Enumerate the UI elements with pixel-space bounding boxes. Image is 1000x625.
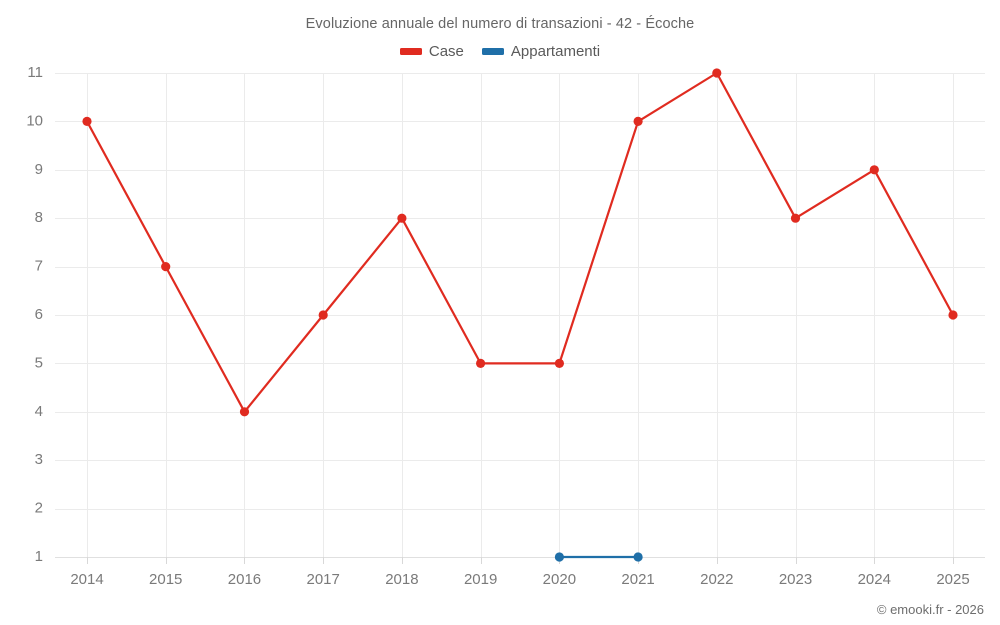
x-axis-tick-label: 2019 [464, 571, 497, 588]
data-point-case[interactable] [948, 310, 958, 320]
x-axis-tick-label: 2017 [306, 571, 339, 588]
chart-credit: © emooki.fr - 2026 [876, 602, 984, 617]
y-axis-tick-label: 9 [35, 161, 43, 178]
chart-legend: Case Appartamenti [0, 43, 1000, 60]
data-point-appartamenti[interactable] [554, 552, 565, 562]
x-axis-tick-label: 2016 [228, 571, 261, 588]
chart-title: Evoluzione annuale del numero di transaz… [305, 16, 695, 32]
data-point-case[interactable] [318, 310, 328, 320]
x-axis-tick-label: 2015 [149, 571, 182, 588]
x-axis-tick-label: 2023 [779, 571, 812, 588]
legend-item-case[interactable]: Case [399, 43, 464, 60]
data-point-case[interactable] [476, 358, 486, 368]
legend-swatch-case [399, 48, 422, 55]
x-axis-tick-label: 2021 [621, 571, 654, 588]
data-point-case[interactable] [239, 407, 250, 417]
y-axis-tick-label: 1 [35, 548, 43, 565]
legend-swatch-appartamenti [481, 48, 504, 55]
y-axis-tick-label: 2 [35, 500, 43, 517]
x-axis-tick-label: 2020 [543, 571, 576, 588]
y-axis-tick-label: 10 [26, 112, 43, 129]
x-axis-tick-label: 2022 [700, 571, 733, 588]
x-axis-tick-label: 2024 [858, 571, 891, 588]
x-axis-tick-label: 2018 [385, 571, 418, 588]
data-point-case[interactable] [82, 116, 92, 126]
data-point-appartamenti[interactable] [633, 552, 643, 562]
data-point-case[interactable] [712, 68, 722, 78]
y-axis-tick-label: 11 [27, 64, 43, 81]
legend-label-appartamenti: Appartamenti [510, 43, 601, 60]
data-point-case[interactable] [633, 116, 643, 126]
y-axis-tick-label: 3 [35, 451, 43, 468]
data-point-case[interactable] [790, 213, 801, 223]
x-axis-tick-label: 2025 [936, 571, 969, 588]
y-axis-tick-label: 4 [35, 403, 43, 420]
x-axis-tick-label: 2014 [70, 571, 103, 588]
data-point-case[interactable] [554, 358, 565, 368]
series-line-case [85, 71, 955, 413]
data-point-case[interactable] [161, 262, 171, 272]
data-point-case[interactable] [869, 165, 879, 175]
legend-item-appartamenti[interactable]: Appartamenti [481, 43, 601, 60]
data-point-case[interactable] [397, 213, 407, 223]
legend-label-case: Case [428, 43, 464, 60]
y-axis-tick-label: 6 [35, 306, 43, 323]
y-axis-tick-label: 8 [35, 209, 43, 226]
y-axis-tick-label: 5 [35, 354, 43, 371]
y-axis-tick-label: 7 [35, 258, 43, 275]
